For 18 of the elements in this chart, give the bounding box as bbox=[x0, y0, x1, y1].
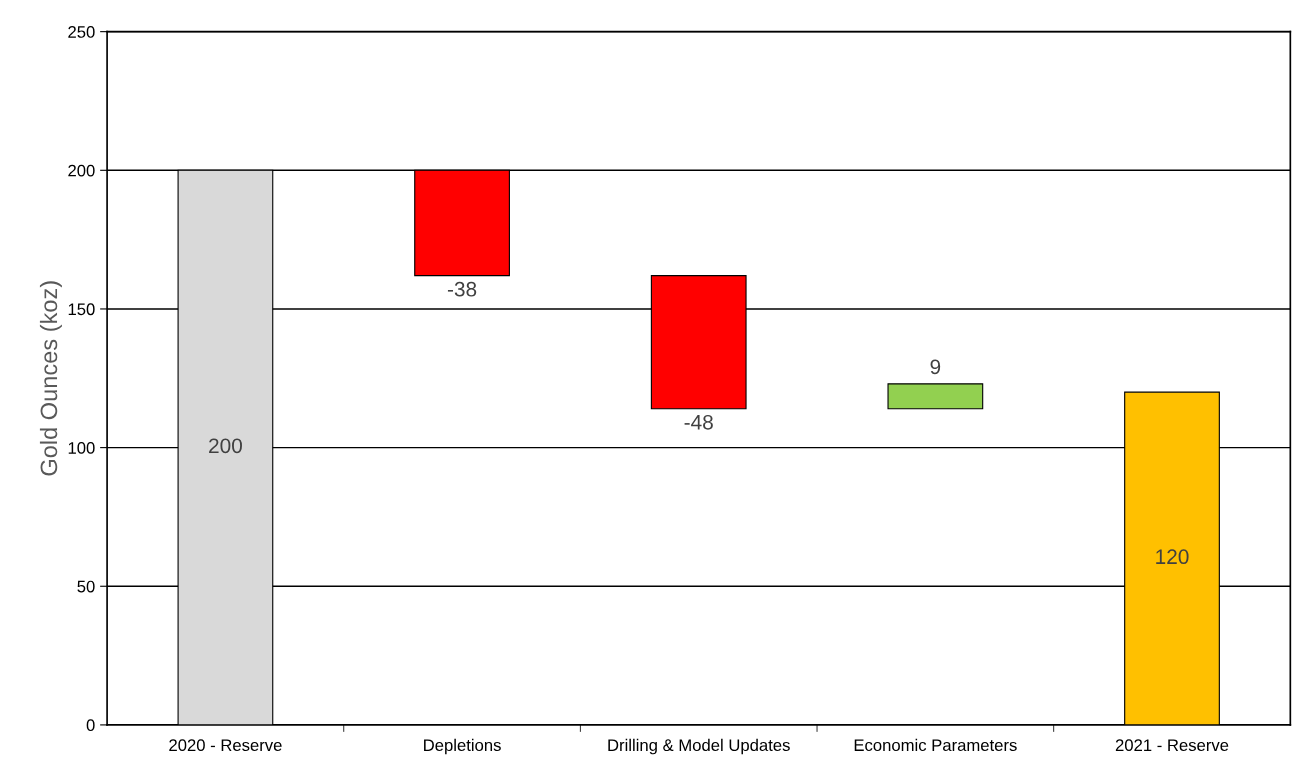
x-tick-label: Depletions bbox=[424, 738, 501, 755]
y-tick-label: 50 bbox=[77, 580, 95, 593]
y-tick-label: 100 bbox=[68, 442, 95, 454]
y-tick-label: 200 bbox=[68, 164, 95, 177]
x-tick-label: 2020 - Reserve bbox=[169, 739, 282, 752]
x-tick-label: Economic Parameters bbox=[854, 738, 1017, 752]
x-tick-label: 2021 - Reserve bbox=[1115, 739, 1229, 752]
bar bbox=[887, 383, 984, 410]
data-label: 120 bbox=[1156, 549, 1189, 565]
y-tick-label: 150 bbox=[68, 303, 95, 316]
data-label: 200 bbox=[209, 438, 242, 454]
y-axis-title: Gold Ounces (koz) bbox=[39, 281, 62, 476]
data-label: -38 bbox=[447, 281, 477, 297]
y-tick-label: 0 bbox=[86, 719, 95, 732]
data-label: 9 bbox=[930, 359, 941, 375]
x-tick-label: Drilling & Model Updates bbox=[608, 738, 790, 755]
data-label: -48 bbox=[684, 414, 713, 430]
y-tick-label: 250 bbox=[68, 26, 95, 38]
